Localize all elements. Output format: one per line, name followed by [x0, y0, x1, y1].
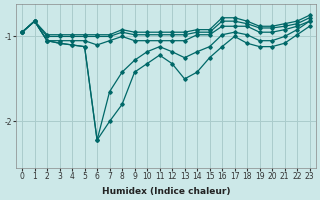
X-axis label: Humidex (Indice chaleur): Humidex (Indice chaleur) — [101, 187, 230, 196]
